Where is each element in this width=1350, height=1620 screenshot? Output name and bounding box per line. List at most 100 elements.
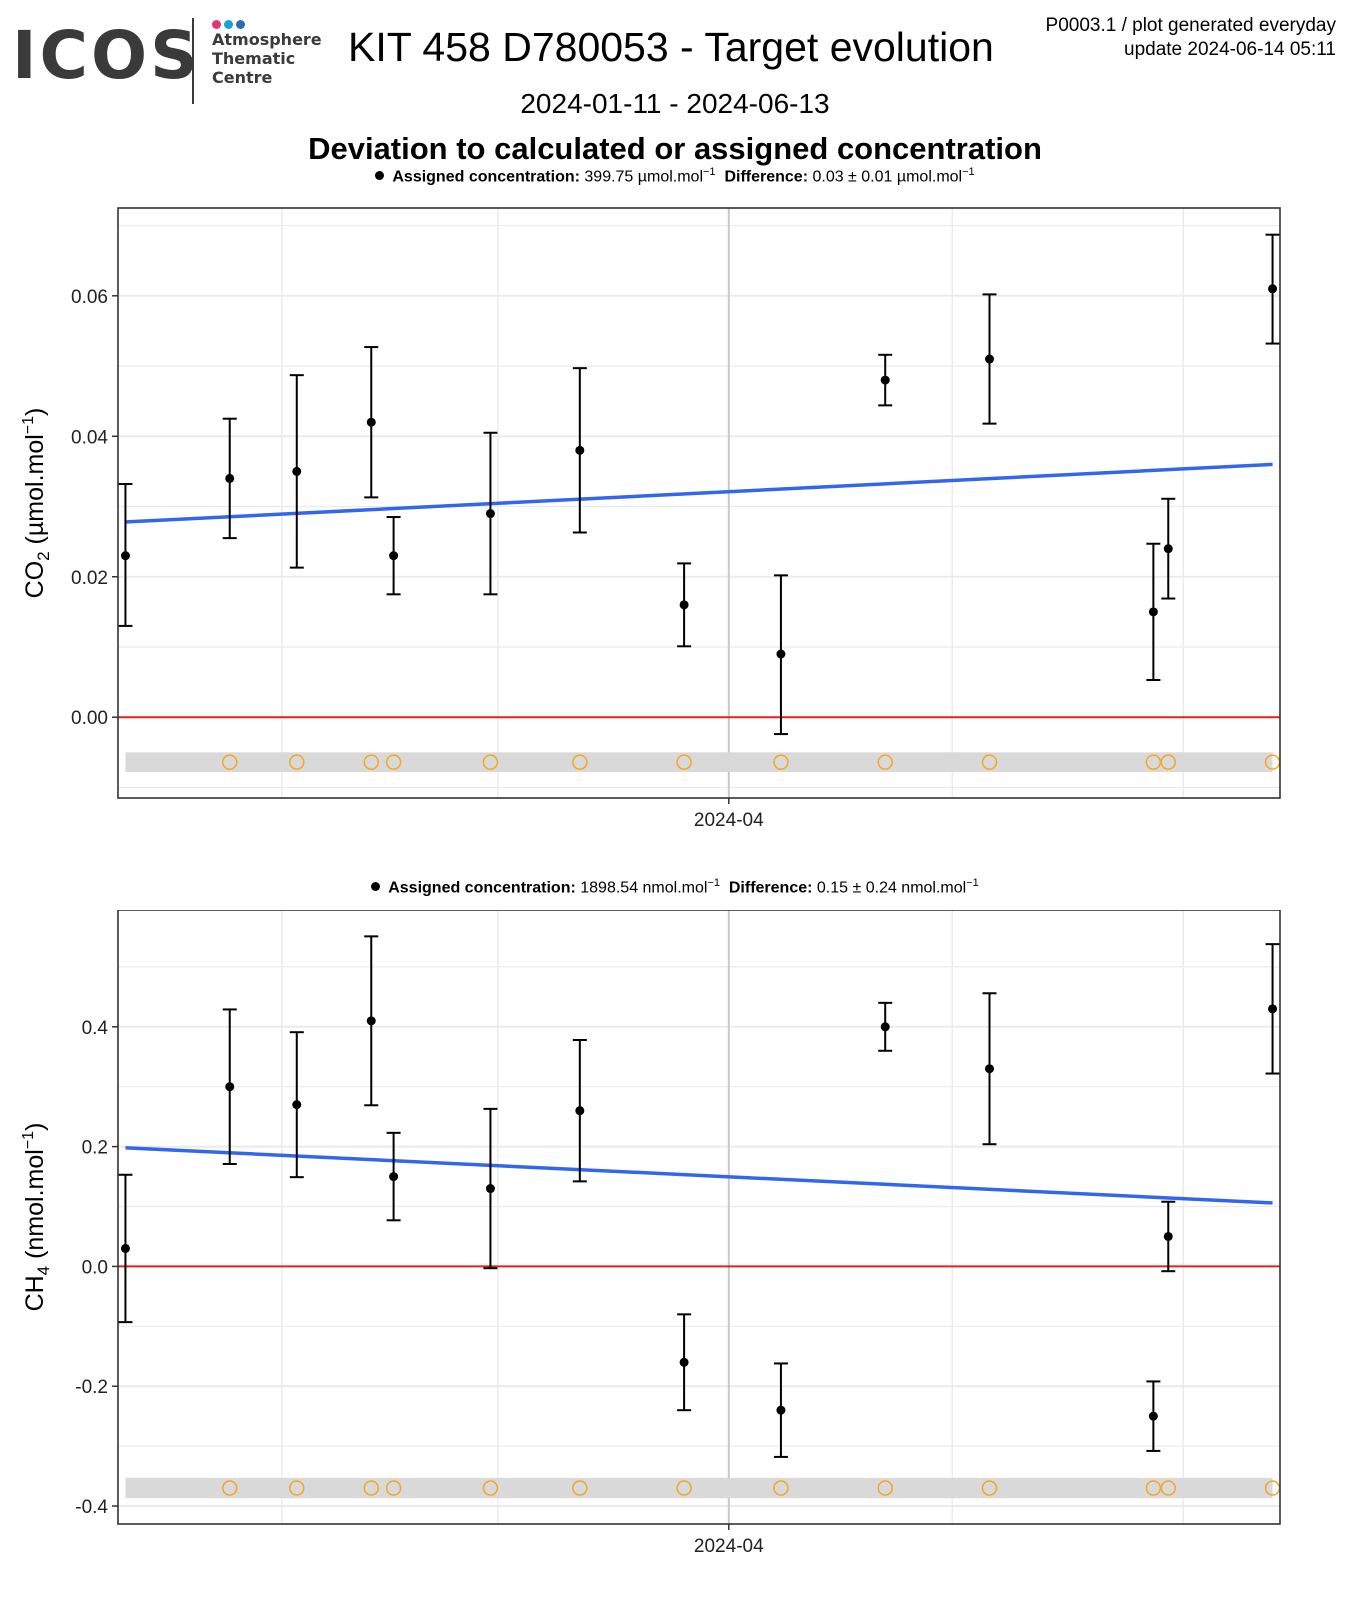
flag-marker bbox=[385, 754, 402, 770]
logo-wordmark: ICOS bbox=[12, 17, 201, 94]
data-point bbox=[776, 649, 786, 659]
data-point bbox=[120, 1243, 130, 1253]
x-tick-label: 2024-04 bbox=[694, 810, 764, 831]
y-axis-label-part: CH bbox=[21, 1275, 49, 1311]
logo-dot-blue bbox=[236, 20, 245, 29]
co2-legend: Assigned concentration: 399.75 µmol.mol−… bbox=[0, 166, 1350, 186]
data-point bbox=[575, 1106, 585, 1116]
flag-marker bbox=[289, 754, 305, 770]
data-point bbox=[985, 1064, 994, 1074]
data-point bbox=[225, 473, 235, 483]
data-point bbox=[292, 466, 302, 476]
panel-border bbox=[117, 910, 1281, 1525]
assigned-value: 1898.54 nmol.mol bbox=[580, 879, 708, 897]
flag-marker bbox=[676, 1480, 692, 1496]
flag-marker bbox=[1145, 1480, 1162, 1496]
data-point bbox=[485, 1184, 495, 1194]
flag-marker bbox=[221, 1480, 238, 1496]
flag-marker bbox=[572, 1480, 588, 1496]
y-axis-label-part: ) bbox=[21, 1123, 49, 1131]
plot-id-text: P0003.1 / plot generated everyday bbox=[1045, 15, 1336, 36]
data-point bbox=[292, 1100, 302, 1110]
assigned-label: Assigned concentration: bbox=[392, 168, 580, 186]
flag-marker bbox=[363, 1480, 380, 1496]
difference-label: Difference: bbox=[728, 879, 813, 897]
flag-marker bbox=[981, 754, 998, 770]
x-tick-label: 2024-04 bbox=[694, 1536, 764, 1557]
data-point bbox=[679, 1357, 689, 1367]
y-axis-label-part: 4 bbox=[34, 1266, 53, 1275]
data-point bbox=[1268, 1004, 1278, 1014]
flag-marker bbox=[482, 1480, 499, 1496]
logo-dot-pink bbox=[212, 20, 221, 29]
y-axis-label-part: ) bbox=[21, 408, 49, 416]
y-axis-label-part: (nmol.mol bbox=[21, 1149, 49, 1266]
update-info: P0003.1 / plot generated everyday update… bbox=[1046, 14, 1336, 62]
y-tick-label: 0.00 bbox=[71, 708, 108, 729]
flag-marker bbox=[221, 754, 238, 770]
data-point bbox=[389, 551, 399, 561]
y-axis-label-part: −1 bbox=[20, 1131, 37, 1149]
flag-band bbox=[125, 752, 1273, 773]
legend-point-icon bbox=[371, 881, 381, 891]
data-point bbox=[575, 445, 585, 455]
ch4-deviation-chart: -0.4 -0.2 0.0 0.2 0.4 2024-04 CH4 (nmol.mol−1) bbox=[20, 910, 1281, 1557]
y-tick-label: 0.02 bbox=[71, 568, 108, 589]
trend-line bbox=[125, 462, 1273, 524]
data-point bbox=[366, 417, 376, 427]
data-point bbox=[985, 354, 994, 364]
chart-subtitle: Deviation to calculated or assigned conc… bbox=[308, 131, 1042, 166]
flag-marker bbox=[289, 1480, 305, 1496]
flag-marker bbox=[773, 1480, 789, 1496]
data-point bbox=[1163, 544, 1173, 554]
ch4-legend: Assigned concentration: 1898.54 nmol.mol… bbox=[0, 877, 1350, 897]
logo-text: Atmosphere Thematic Centre bbox=[212, 30, 322, 87]
y-axis-label-part: −1 bbox=[20, 416, 37, 434]
difference-label: Difference: bbox=[724, 168, 809, 186]
flag-marker bbox=[773, 754, 789, 770]
data-point bbox=[366, 1016, 376, 1026]
flag-marker bbox=[676, 754, 692, 770]
date-range: 2024-01-11 - 2024-06-13 bbox=[520, 88, 830, 119]
y-tick-label: 0.2 bbox=[82, 1138, 108, 1159]
data-point bbox=[1268, 284, 1278, 294]
flag-marker bbox=[877, 754, 893, 770]
difference-value: 0.15 ± 0.24 nmol.mol bbox=[816, 879, 967, 897]
y-axis-label: CH4 (nmol.mol−1) bbox=[20, 1123, 53, 1312]
difference-value: 0.03 ± 0.01 µmol.mol bbox=[812, 168, 963, 186]
flag-marker bbox=[877, 1480, 893, 1496]
flag-marker bbox=[572, 754, 588, 770]
trend-line bbox=[125, 1146, 1273, 1205]
y-axis-label-part: (µmol.mol bbox=[21, 434, 49, 551]
flag-marker bbox=[981, 1480, 998, 1496]
y-tick-label: 0.4 bbox=[82, 1018, 109, 1039]
y-axis-label-part: CO bbox=[21, 561, 49, 599]
y-tick-label: 0.04 bbox=[71, 427, 108, 448]
assigned-value: 399.75 µmol.mol bbox=[584, 168, 703, 186]
data-point bbox=[880, 1022, 890, 1032]
data-point bbox=[679, 600, 689, 610]
data-point bbox=[225, 1082, 235, 1092]
y-tick-label: -0.4 bbox=[75, 1497, 108, 1518]
data-point bbox=[1163, 1231, 1173, 1241]
co2-deviation-chart: 0.00 0.02 0.04 0.06 2024-04 CO2 (µmol.mol−1) bbox=[20, 207, 1281, 831]
legend-point-icon bbox=[375, 170, 385, 180]
page-title: KIT 458 D780053 - Target evolution bbox=[348, 24, 994, 70]
flag-marker bbox=[482, 754, 499, 770]
data-point bbox=[776, 1405, 786, 1415]
data-point bbox=[1148, 1411, 1158, 1421]
flag-marker bbox=[363, 754, 380, 770]
y-tick-label: 0.0 bbox=[82, 1257, 108, 1278]
logo-dot-cyan bbox=[224, 20, 233, 29]
y-axis-label: CO2 (µmol.mol−1) bbox=[20, 408, 53, 599]
update-timestamp: update 2024-06-14 05:11 bbox=[1124, 39, 1336, 60]
data-point bbox=[880, 375, 890, 385]
logo-separator bbox=[192, 18, 194, 104]
data-point bbox=[389, 1172, 399, 1182]
panel-border bbox=[117, 207, 1281, 799]
icos-logo: ICOS Atmosphere Thematic Centre bbox=[12, 14, 332, 104]
flag-marker bbox=[1160, 754, 1177, 770]
data-point bbox=[485, 509, 495, 519]
data-point bbox=[120, 551, 130, 561]
y-axis-label-part: 2 bbox=[34, 551, 53, 560]
